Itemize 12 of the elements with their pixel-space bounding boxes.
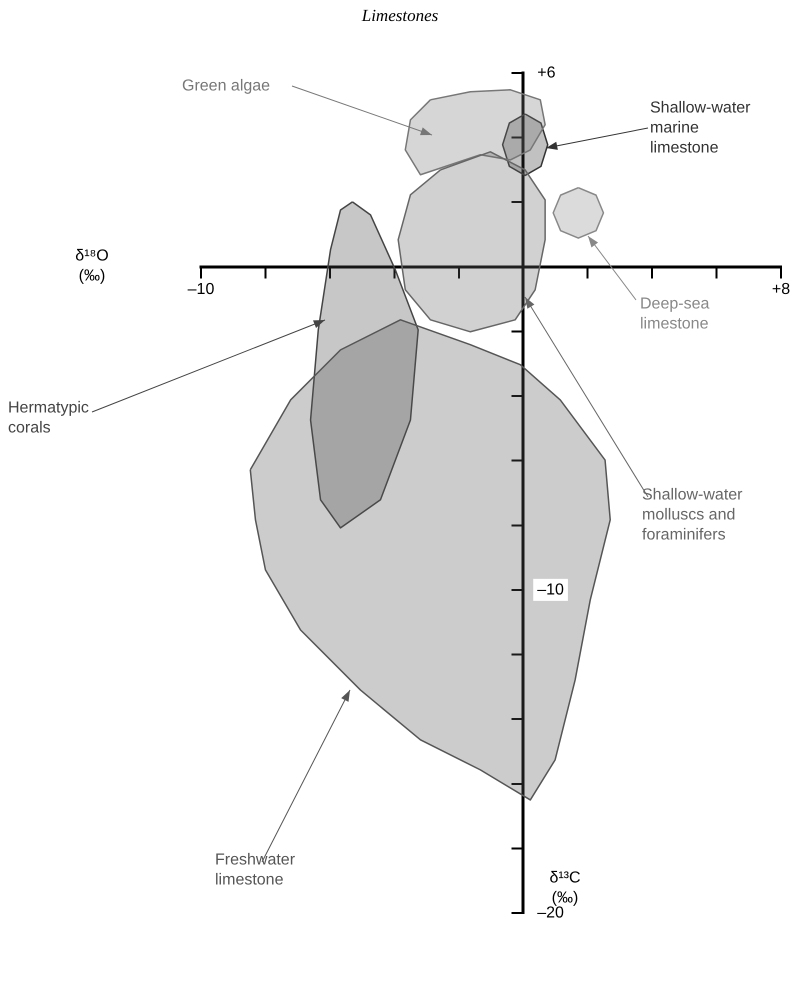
text: Hermatypic corals [8,399,89,436]
x-axis-title: δ¹⁸O (‰) [75,247,109,284]
y-tick-label: +6 [537,64,556,82]
x-tick-label: +8 [772,280,790,298]
text: Deep-sea limestone [640,295,710,332]
text: Shallow-water marine limestone [650,99,752,156]
y-tick-label: –10 [537,581,564,598]
text: Freshwater limestone [215,851,296,888]
text: Green algae [182,77,270,94]
y-axis-title: δ¹³C (‰) [549,869,581,906]
chart-title: Limestones [360,6,439,25]
text: Shallow-water molluscs and foraminifers [642,486,744,544]
